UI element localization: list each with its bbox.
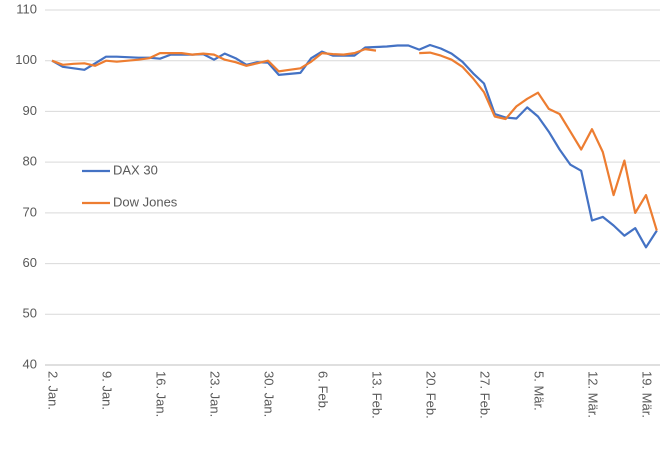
- x-tick-label: 23. Jan.: [208, 371, 223, 417]
- y-tick-label: 60: [23, 255, 37, 270]
- x-tick-label: 19. Mär.: [640, 371, 655, 418]
- x-tick-label: 13. Feb.: [370, 371, 385, 419]
- x-tick-label: 2. Jan.: [46, 371, 61, 410]
- x-tick-label: 30. Jan.: [262, 371, 277, 417]
- y-tick-label: 90: [23, 103, 37, 118]
- series-line: [51, 48, 658, 231]
- x-tick-label: 6. Feb.: [316, 371, 331, 411]
- x-tick-label: 20. Feb.: [424, 371, 439, 419]
- y-tick-label: 100: [15, 52, 37, 67]
- x-tick-label: 16. Jan.: [154, 371, 169, 417]
- y-tick-label: 110: [16, 1, 37, 16]
- x-tick-label: 9. Jan.: [100, 371, 115, 410]
- series-line: [51, 43, 658, 249]
- x-tick-label: 5. Mär.: [532, 371, 547, 411]
- x-tick-label: 12. Mär.: [586, 371, 601, 418]
- legend-label: DAX 30: [113, 162, 158, 177]
- y-tick-label: 40: [23, 356, 37, 371]
- y-tick-label: 70: [23, 204, 37, 219]
- y-tick-label: 80: [23, 154, 37, 169]
- legend-label: Dow Jones: [113, 194, 178, 209]
- y-tick-label: 50: [23, 306, 37, 321]
- x-tick-label: 27. Feb.: [478, 371, 493, 419]
